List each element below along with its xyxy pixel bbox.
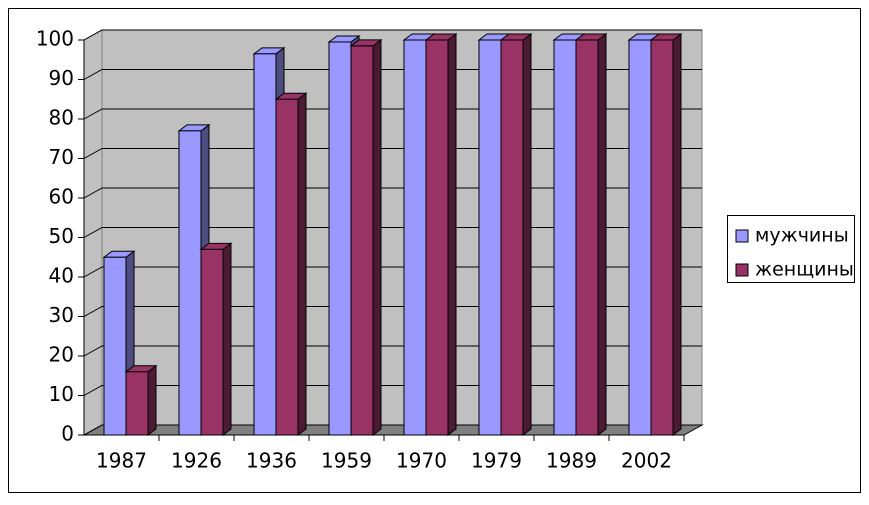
y-tick-label: 60 [49, 185, 74, 209]
grid-line [83, 29, 702, 41]
bar-side [297, 92, 307, 436]
x-tick-label: 1970 [396, 449, 447, 473]
x-tick-label: 2002 [621, 449, 672, 473]
y-tick-label: 100 [36, 27, 74, 51]
bar [553, 39, 577, 436]
bar [478, 39, 502, 436]
bar [350, 45, 374, 436]
bar [650, 39, 674, 436]
bar [575, 39, 599, 436]
bar-side [597, 33, 607, 436]
bar-side [222, 242, 232, 436]
bar-side [522, 33, 532, 436]
y-tick-label: 20 [49, 343, 74, 367]
legend-box [727, 215, 855, 283]
x-tick-label: 1936 [246, 449, 297, 473]
y-tick-label: 90 [49, 66, 74, 90]
x-tick-label: 1987 [96, 449, 147, 473]
bar [103, 256, 127, 436]
y-tick-label: 70 [49, 145, 74, 169]
bar [328, 41, 352, 436]
bar-side [147, 364, 157, 436]
legend-swatch [735, 263, 749, 277]
bar [200, 248, 224, 436]
x-tick-label: 1926 [171, 449, 222, 473]
bar [178, 130, 202, 436]
y-tick-label: 0 [61, 422, 74, 446]
bar-side [372, 38, 382, 436]
x-tick-label: 1989 [546, 449, 597, 473]
y-tick-label: 10 [49, 382, 74, 406]
bar-side [447, 33, 457, 436]
legend-swatch [735, 229, 749, 243]
y-tick-label: 80 [49, 106, 74, 130]
bar [275, 98, 299, 436]
bar-side [672, 33, 682, 436]
bar [125, 371, 149, 436]
y-tick-label: 30 [49, 303, 74, 327]
bar [628, 39, 652, 436]
floor [82, 424, 704, 436]
x-tick-label: 1959 [321, 449, 372, 473]
x-tick-label: 1979 [471, 449, 522, 473]
legend-label: мужчины [755, 225, 849, 247]
legend-label: женщины [755, 259, 854, 281]
y-tick-label: 50 [49, 224, 74, 248]
bar [253, 53, 277, 436]
bar [425, 39, 449, 436]
bar [500, 39, 524, 436]
y-tick-label: 40 [49, 264, 74, 288]
bar [403, 39, 427, 436]
